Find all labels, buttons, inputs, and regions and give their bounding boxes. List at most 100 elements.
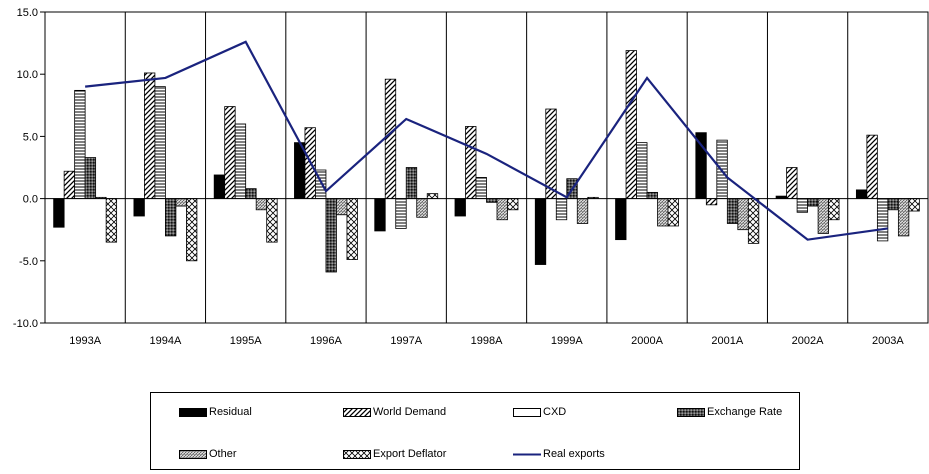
bar-residual-2001A — [695, 132, 707, 199]
bar-other-1997A — [416, 198, 428, 218]
bar-other-1994A — [175, 198, 187, 207]
bar-cxd-1993A — [74, 89, 86, 199]
y-tick-label: 5.0 — [23, 131, 38, 143]
bar-cxd-1999A — [555, 198, 568, 221]
legend-item-exchange-rate: Exchange Rate — [677, 406, 782, 418]
bar-world-demand-1997A — [384, 78, 397, 200]
bar-exchange-rate-1998A — [486, 198, 498, 203]
bar-world-demand-2000A — [625, 50, 637, 199]
bar-residual-1997A — [374, 198, 386, 232]
y-tick-label: 10.0 — [17, 69, 38, 81]
bar-exchange-rate-2000A — [646, 191, 658, 200]
bar-export-deflator-2003A — [908, 198, 920, 212]
plot-frame — [44, 11, 929, 324]
x-tick-label: 1996A — [310, 335, 342, 347]
x-tick-label: 2001A — [711, 335, 743, 347]
bar-export-deflator-2001A — [747, 198, 760, 244]
y-tick-label: 15.0 — [17, 7, 38, 19]
bar-other-1998A — [496, 198, 508, 221]
legend-item-real-exports: Real exports — [513, 448, 605, 460]
legend-item-residual: Residual — [179, 406, 252, 418]
bar-world-demand-1994A — [144, 72, 156, 199]
bar-world-demand-1999A — [545, 108, 557, 199]
bar-residual-1998A — [454, 198, 466, 217]
bar-cxd-2002A — [796, 198, 808, 213]
bar-export-deflator-1996A — [346, 198, 358, 260]
bar-cxd-1994A — [154, 86, 166, 199]
y-tick-label: -5.0 — [19, 256, 38, 268]
legend-swatch-export-deflator — [343, 449, 371, 459]
bar-export-deflator-1998A — [507, 198, 519, 211]
legend-item-world-demand: World Demand — [343, 406, 446, 418]
bar-cxd-1995A — [234, 123, 247, 199]
bar-residual-2000A — [615, 198, 627, 241]
legend-label: Exchange Rate — [707, 406, 783, 418]
x-tick-label: 1994A — [150, 335, 182, 347]
bar-world-demand-1998A — [465, 126, 477, 199]
bar-export-deflator-2000A — [667, 198, 679, 227]
x-tick-label: 2000A — [631, 335, 663, 347]
bar-other-2003A — [897, 198, 910, 237]
bar-residual-1995A — [213, 174, 226, 200]
bar-exchange-rate-1997A — [405, 167, 418, 200]
bar-exchange-rate-1995A — [245, 188, 257, 199]
bar-cxd-1997A — [395, 198, 407, 229]
x-tick-label: 1995A — [230, 335, 262, 347]
legend-swatch-other — [179, 449, 207, 459]
bar-other-1996A — [336, 198, 348, 216]
legend-swatch-real-exports — [513, 453, 541, 455]
bar-world-demand-2001A — [705, 198, 718, 206]
bar-exchange-rate-1994A — [165, 198, 177, 237]
x-tick-label: 1998A — [471, 335, 503, 347]
line-real-exports — [85, 40, 889, 241]
bar-exchange-rate-2002A — [807, 198, 819, 207]
bar-exchange-rate-2001A — [726, 198, 739, 224]
bar-export-deflator-1994A — [186, 198, 198, 262]
legend-label: World Demand — [373, 406, 447, 418]
bar-other-2002A — [817, 198, 829, 234]
bar-exchange-rate-2003A — [887, 198, 899, 211]
bar-exchange-rate-1996A — [325, 198, 337, 273]
legend-swatch-residual — [179, 407, 207, 417]
x-tick-label: 1997A — [390, 335, 422, 347]
legend-label: Real exports — [543, 448, 605, 460]
bar-other-1999A — [576, 198, 589, 224]
legend-label: Export Deflator — [373, 448, 447, 460]
x-tick-label: 1993A — [69, 335, 101, 347]
bar-residual-1993A — [53, 198, 65, 228]
legend-swatch-exchange-rate — [677, 407, 705, 417]
chart-plot: 15.0 10.0 5.0 0.0 -5.0 -10.0 1993A 1994A 1995A 19… — [13, 7, 929, 347]
legend-label: CXD — [543, 406, 567, 418]
legend: Residual World Demand CXD Exchange Rate … — [150, 392, 800, 470]
x-tick-label: 2002A — [792, 335, 824, 347]
bar-exchange-rate-1993A — [84, 157, 97, 200]
bar-cxd-2003A — [876, 198, 889, 242]
bar-world-demand-1995A — [224, 106, 236, 199]
bar-residual-2003A — [855, 189, 868, 199]
legend-item-other: Other — [179, 448, 237, 460]
x-tick-label: 1999A — [551, 335, 583, 347]
bar-other-2000A — [657, 198, 669, 227]
legend-swatch-cxd — [513, 407, 541, 417]
bar-export-deflator-2002A — [828, 198, 840, 221]
bar-export-deflator-1993A — [105, 198, 118, 243]
bar-export-deflator-1997A — [426, 193, 439, 199]
legend-label: Residual — [209, 406, 252, 418]
bar-residual-1999A — [534, 198, 547, 265]
legend-item-export-deflator: Export Deflator — [343, 448, 446, 460]
bar-other-1995A — [255, 198, 268, 211]
legend-label: Other — [209, 448, 237, 460]
bar-world-demand-2003A — [866, 134, 878, 200]
y-tick-label: 0.0 — [23, 194, 38, 206]
bar-cxd-1998A — [475, 177, 487, 199]
bar-world-demand-1993A — [63, 170, 76, 199]
bar-other-2001A — [737, 198, 749, 231]
bar-cxd-2000A — [636, 142, 648, 199]
legend-swatch-world-demand — [343, 407, 371, 417]
bar-residual-1994A — [133, 198, 145, 217]
x-tick-label: 2003A — [872, 335, 904, 347]
bar-export-deflator-1995A — [266, 198, 278, 243]
bar-world-demand-2002A — [786, 167, 798, 200]
y-tick-label: -10.0 — [13, 318, 38, 330]
legend-item-cxd: CXD — [513, 406, 566, 418]
